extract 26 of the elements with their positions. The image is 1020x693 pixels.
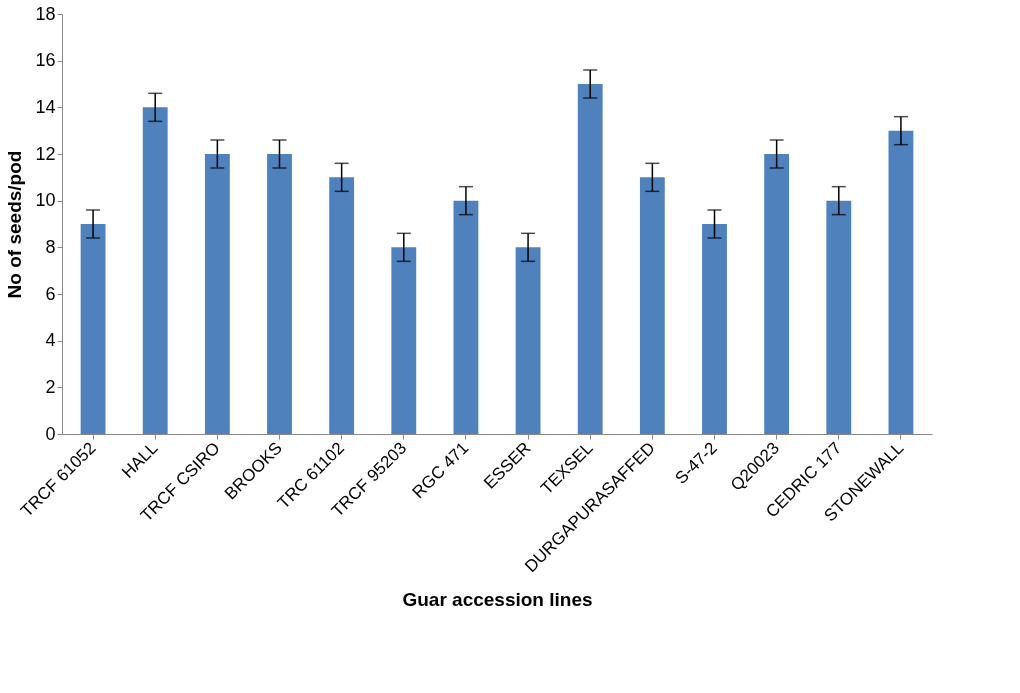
bar <box>204 154 230 434</box>
bar <box>267 154 292 434</box>
y-tick-label: 10 <box>35 190 56 211</box>
bar <box>80 224 106 434</box>
bar <box>639 177 665 434</box>
y-tick-label: 16 <box>35 50 56 71</box>
bar <box>764 154 790 434</box>
y-axis-title: No of seeds/pod <box>4 150 26 299</box>
bar <box>142 107 168 434</box>
bar <box>515 247 541 434</box>
y-tick-label: 8 <box>45 236 56 257</box>
bar <box>702 224 727 434</box>
bar <box>577 84 603 434</box>
y-tick-label: 2 <box>45 376 56 397</box>
bar <box>391 247 417 434</box>
y-tick-label: 12 <box>35 143 56 164</box>
bar <box>888 130 914 434</box>
x-axis-title: Guar accession lines <box>402 589 593 611</box>
y-tick-label: 6 <box>45 283 56 304</box>
bar <box>329 177 355 434</box>
y-tick-label: 18 <box>35 3 56 24</box>
y-tick-label: 14 <box>35 96 56 117</box>
bar <box>826 200 852 434</box>
bar <box>453 200 479 434</box>
y-tick-label: 0 <box>45 423 56 444</box>
y-tick-label: 4 <box>45 330 56 351</box>
